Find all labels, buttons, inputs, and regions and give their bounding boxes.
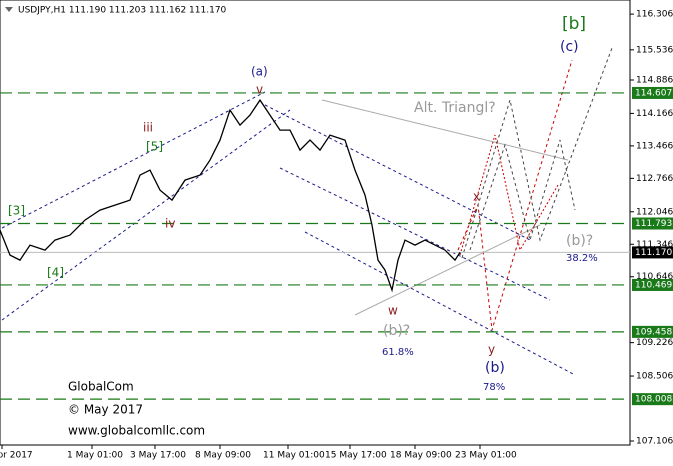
annotation: [5] <box>146 140 163 154</box>
y-tick-label: 112.766 <box>636 174 673 184</box>
annotation: © May 2017 <box>68 403 143 417</box>
y-tick-label: 116.306 <box>636 10 673 20</box>
level-label-box <box>632 246 673 259</box>
level-label: 111.793 <box>635 219 672 229</box>
projection <box>469 139 576 251</box>
y-tick-label: 109.226 <box>636 338 673 348</box>
level-label: 114.607 <box>635 88 672 98</box>
annotation: www.globalcomllc.com <box>68 424 205 438</box>
chart-title: USDJPY,H1 111.190 111.203 111.162 111.17… <box>18 6 227 16</box>
annotation: [4] <box>47 266 64 280</box>
channel-line <box>279 167 551 301</box>
plot-frame <box>0 0 631 446</box>
annotation: [3] <box>8 204 25 218</box>
level-label-box <box>632 278 673 291</box>
x-tick-label: 3 May 17:00 <box>130 451 186 461</box>
triangle-line <box>354 224 541 316</box>
y-tick-label: 115.536 <box>636 45 673 55</box>
level-label: 110.469 <box>635 280 672 290</box>
level-label-box <box>632 86 673 99</box>
x-tick-label: 8 May 09:00 <box>195 451 251 461</box>
annotation: (b)? <box>383 323 410 339</box>
annotation: w <box>388 304 398 318</box>
channel-line <box>264 104 531 241</box>
level-label-box <box>632 325 673 338</box>
projection <box>461 47 613 259</box>
x-tick-label: 11 May 01:00 <box>263 451 325 461</box>
y-tick-label: 113.466 <box>636 141 673 151</box>
annotation: y <box>488 343 495 357</box>
channel-line <box>1 91 266 229</box>
level-label: 109.458 <box>635 327 672 337</box>
annotation: iii <box>143 121 153 135</box>
projection <box>459 134 559 256</box>
annotation: [b] <box>562 14 586 34</box>
level-label-box <box>632 217 673 230</box>
annotation: v <box>256 83 263 97</box>
annotation: (b)? <box>566 233 593 249</box>
x-tick-label: 18 May 09:00 <box>390 451 452 461</box>
y-tick-label: 110.646 <box>636 272 673 282</box>
annotation: (c) <box>560 39 579 55</box>
price-line-series <box>0 98 461 293</box>
x-tick-label: 1 May 01:00 <box>67 451 123 461</box>
level-label-box <box>632 393 673 406</box>
annotation: GlobalCom <box>68 380 134 394</box>
annotation: (b) <box>485 360 505 376</box>
annotation: iv <box>165 217 175 231</box>
x-tick-label: 15 May 17:00 <box>325 451 387 461</box>
annotation: Alt. Triangl? <box>414 100 496 116</box>
wave-lines <box>1 47 613 376</box>
level-label: 108.008 <box>635 395 672 405</box>
y-tick-label: 112.046 <box>636 207 673 217</box>
level-label: 111.170 <box>635 248 672 258</box>
title-icon <box>5 7 13 12</box>
y-tick-label: 111.346 <box>636 240 673 250</box>
x-tick-label: 23 May 01:00 <box>455 451 517 461</box>
x-tick-label: 26 Apr 2017 <box>0 451 33 461</box>
y-tick-label: 107.106 <box>636 437 673 447</box>
y-tick-label: 114.886 <box>636 75 673 85</box>
annotation: 78% <box>483 382 505 393</box>
annotation: 61.8% <box>382 347 414 358</box>
annotation: x <box>473 190 480 204</box>
annotation: (a) <box>251 65 268 79</box>
annotation: 38.2% <box>566 253 598 264</box>
y-tick-label: 108.506 <box>636 372 673 382</box>
channel-line <box>304 231 576 376</box>
triangle-line <box>321 99 569 161</box>
y-tick-label: 114.166 <box>636 109 673 119</box>
